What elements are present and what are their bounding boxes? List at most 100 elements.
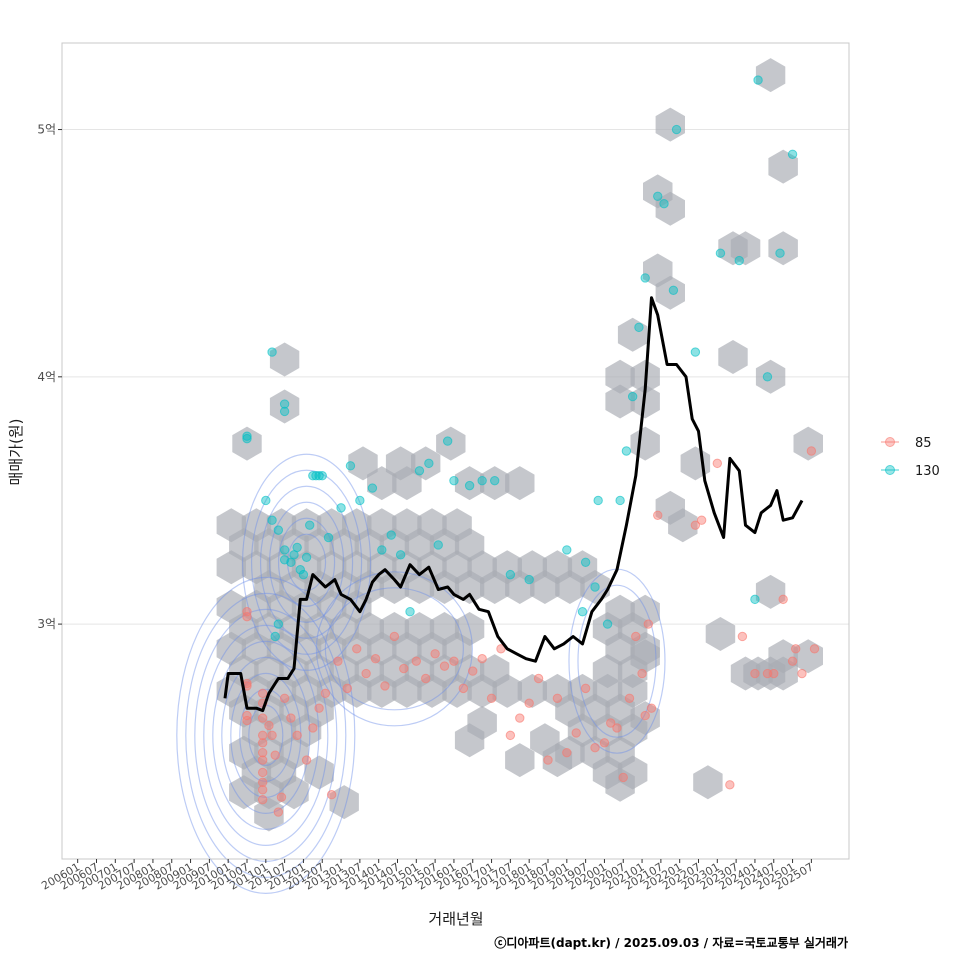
- density-contour: [241, 453, 372, 671]
- density-contour: [221, 656, 311, 814]
- data-point-130: [405, 607, 415, 617]
- data-point-130: [775, 248, 785, 258]
- data-point-130: [577, 607, 588, 617]
- data-point-130: [386, 530, 396, 540]
- data-point-85: [257, 747, 268, 758]
- data-point-85: [421, 673, 431, 684]
- data-point-85: [571, 728, 581, 738]
- data-point-85: [370, 654, 381, 664]
- data-point-130: [505, 569, 516, 580]
- data-point-85: [257, 688, 268, 699]
- y-axis: 3억 4억 5억: [37, 123, 62, 631]
- data-point-85: [257, 777, 268, 788]
- data-point-130: [671, 124, 682, 135]
- data-point-130: [414, 466, 425, 476]
- density-contour: [230, 672, 302, 798]
- data-point-85: [242, 611, 252, 622]
- data-point-85: [257, 785, 268, 795]
- data-point-85: [361, 668, 371, 679]
- data-point-85: [449, 656, 459, 666]
- data-point-130: [367, 483, 378, 493]
- density-contour: [286, 533, 327, 591]
- data-point-85: [646, 703, 657, 713]
- data-point-130: [336, 503, 346, 513]
- hexbin: [505, 743, 535, 778]
- y-axis-title: 매매가(원): [7, 419, 25, 486]
- data-point-85: [612, 723, 622, 733]
- data-point-85: [809, 644, 820, 654]
- data-point-130: [279, 399, 290, 409]
- data-point-85: [458, 683, 469, 694]
- data-point-85: [606, 718, 616, 728]
- data-point-85: [279, 693, 290, 703]
- data-point-85: [725, 780, 735, 790]
- x-axis-title: 거래년월: [428, 910, 483, 928]
- density-contours: [176, 453, 666, 894]
- data-point-130: [715, 248, 726, 258]
- plot-border: [61, 42, 850, 860]
- data-point-85: [286, 713, 296, 723]
- data-point-85: [533, 673, 544, 684]
- data-point-85: [637, 668, 647, 679]
- hexbin: [411, 446, 441, 481]
- data-point-130: [489, 475, 500, 486]
- hexbin: [467, 673, 497, 708]
- hexbin: [605, 359, 635, 394]
- hexbin: [530, 570, 560, 604]
- data-point-85: [439, 661, 450, 671]
- hexbin: [655, 107, 685, 142]
- data-point-85: [552, 693, 563, 703]
- hexbin: [454, 466, 485, 501]
- data-point-130: [659, 199, 669, 209]
- data-point-85: [562, 747, 572, 758]
- hexbin: [216, 550, 246, 585]
- hexbin: [793, 639, 823, 674]
- data-point-130: [295, 564, 305, 575]
- hexbin: [542, 743, 573, 778]
- data-point-85: [320, 688, 331, 699]
- data-point-85: [543, 755, 553, 765]
- hexbin: [630, 701, 660, 736]
- hexbin: [232, 426, 262, 461]
- data-point-85: [618, 772, 628, 783]
- data-point-130: [301, 552, 312, 563]
- density-contour: [203, 624, 329, 846]
- data-point-130: [640, 273, 650, 283]
- legend-label-130: 130: [915, 464, 940, 479]
- data-point-85: [653, 510, 663, 520]
- hexbin: [755, 574, 786, 609]
- data-point-85: [257, 794, 268, 805]
- data-point-85: [477, 654, 487, 664]
- data-point-85: [276, 792, 287, 802]
- data-point-85: [430, 649, 440, 659]
- data-point-130: [424, 458, 434, 469]
- data-point-130: [753, 75, 763, 85]
- data-point-85: [486, 693, 497, 703]
- data-point-85: [264, 720, 274, 731]
- hexbin: [392, 673, 422, 708]
- density-contour: [176, 576, 356, 894]
- data-point-130: [345, 461, 356, 471]
- data-point-85: [737, 631, 748, 642]
- data-point-85: [333, 656, 343, 666]
- hexbin: [617, 317, 648, 352]
- data-point-130: [562, 545, 572, 555]
- data-point-85: [790, 644, 801, 654]
- data-point-85: [301, 755, 312, 765]
- hexbin: [254, 775, 284, 810]
- data-point-85: [326, 790, 337, 800]
- hexbin: [718, 340, 748, 374]
- data-point-130: [621, 446, 632, 456]
- data-point-85: [257, 767, 268, 778]
- data-point-85: [643, 619, 654, 629]
- data-point-130: [355, 495, 365, 506]
- hexbin: [442, 673, 472, 708]
- data-point-85: [778, 594, 788, 605]
- y-tick-label: 3억: [37, 617, 56, 631]
- data-point-130: [634, 322, 644, 333]
- data-point-130: [270, 631, 280, 642]
- hexbin: [454, 570, 485, 604]
- data-point-85: [624, 693, 635, 703]
- data-point-130: [668, 285, 679, 295]
- y-tick-label: 5억: [37, 123, 56, 137]
